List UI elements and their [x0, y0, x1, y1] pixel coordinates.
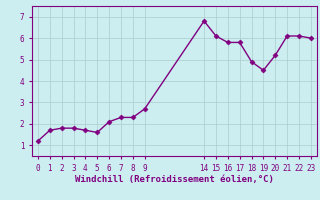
X-axis label: Windchill (Refroidissement éolien,°C): Windchill (Refroidissement éolien,°C): [75, 175, 274, 184]
